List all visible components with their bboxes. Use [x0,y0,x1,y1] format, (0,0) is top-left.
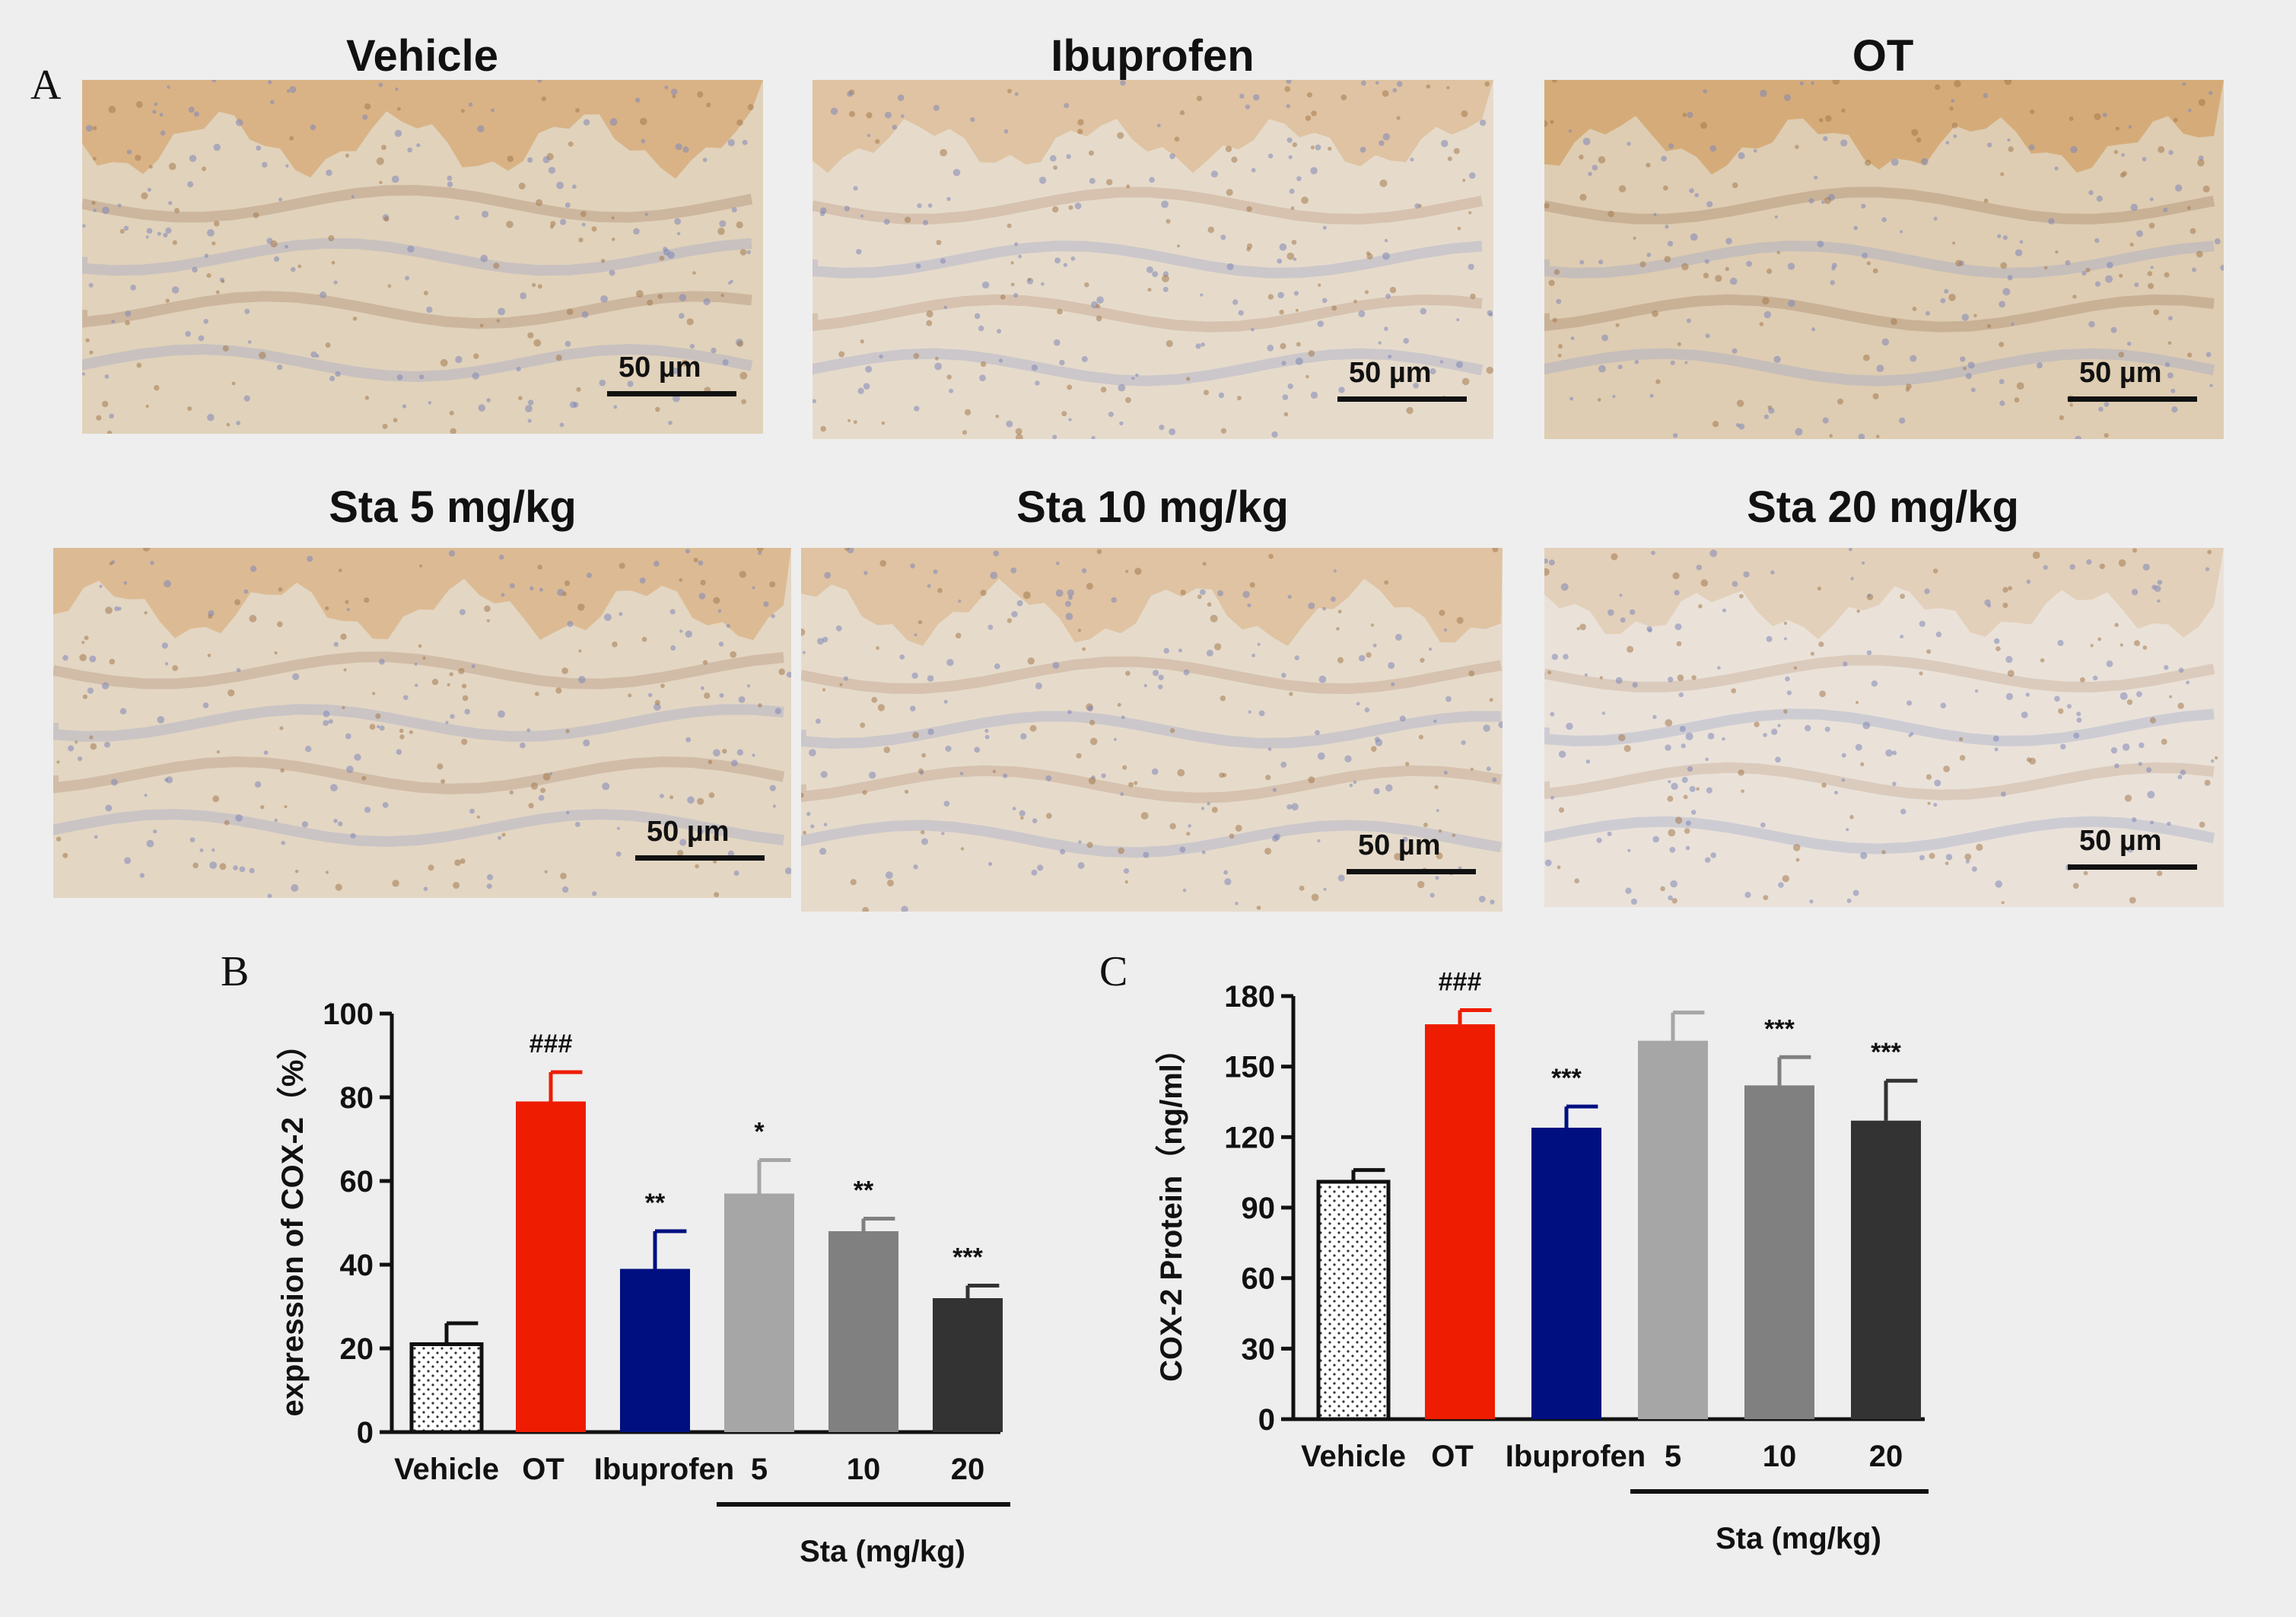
micrograph-title: Sta 10 mg/kg [1016,482,1289,532]
significance-label: ** [854,1176,874,1205]
y-tick-label: 120 [1224,1121,1275,1154]
scale-bar [2068,396,2197,402]
significance-label: *** [1764,1014,1795,1043]
micrograph-image [82,80,763,434]
x-tick-label: Vehicle [394,1453,499,1486]
scale-bar-label: 50 µm [1358,829,1441,861]
y-tick-label: 90 [1242,1192,1276,1225]
x-tick-label: Ibuprofen [594,1453,734,1486]
micrograph-image [53,548,791,898]
bar [1425,1024,1495,1419]
y-tick-label: 0 [1258,1403,1275,1437]
tissue-illustration [1544,548,2224,907]
x-tick-label: 5 [1665,1440,1681,1473]
x-tick-label: OT [1431,1440,1474,1473]
scale-bar [607,391,736,396]
micrograph-title: Sta 5 mg/kg [329,482,577,532]
group-label: Sta (mg/kg) [800,1535,965,1568]
tissue-illustration [1544,80,2224,439]
significance-label: ### [1439,968,1482,997]
y-tick-label: 40 [340,1249,374,1282]
bar [1316,1179,1391,1421]
bar [724,1193,794,1432]
tissue-illustration [801,548,1503,912]
micrograph-image [1544,548,2224,907]
scale-bar-label: 50 µm [2079,825,2162,857]
panel-letter-a: A [30,62,62,109]
y-tick-label: 180 [1224,980,1275,1014]
tissue-illustration [82,80,763,434]
x-tick-label: 5 [751,1453,768,1486]
micrograph-title: OT [1852,31,1914,81]
tissue-illustration [53,548,791,898]
micrograph-title: Ibuprofen [1051,31,1255,81]
scale-bar [1347,869,1476,874]
scale-bar-label: 50 µm [647,816,730,848]
y-tick-label: 60 [340,1165,374,1198]
x-tick-label: 20 [1869,1440,1903,1473]
scale-bar-label: 50 µm [2079,357,2162,389]
scale-bar [1337,396,1467,402]
bar [1744,1085,1814,1419]
micrograph-image [813,80,1493,439]
significance-label: ** [645,1189,666,1218]
scale-bar-label: 50 µm [1349,357,1432,389]
micrograph-title: Sta 20 mg/kg [1747,482,2019,532]
y-tick-label: 20 [340,1332,374,1366]
bar [1851,1120,1921,1419]
micrograph-title: Vehicle [346,31,498,81]
panel-letter-c: C [1099,948,1128,995]
significance-label: *** [952,1243,983,1272]
group-label: Sta (mg/kg) [1716,1522,1881,1555]
bar-chart-b: 0 20 40 60 80 100 expression of COX-2（%） Vehicl… [276,998,1010,1568]
significance-label: * [754,1118,765,1147]
scale-bar [635,855,765,861]
y-tick-label: 30 [1242,1332,1276,1366]
x-tick-label: OT [522,1453,564,1486]
x-tick-label: 20 [951,1453,985,1486]
significance-label: *** [1551,1064,1582,1093]
bar [516,1101,586,1432]
y-tick-label: 150 [1224,1051,1275,1084]
y-tick-label: 0 [357,1416,374,1450]
bar [409,1342,484,1434]
panel-letter-b: B [221,948,250,995]
y-tick-label: 100 [323,998,374,1031]
scale-bar-label: 50 µm [619,352,701,384]
y-tick-label: 80 [340,1081,374,1115]
significance-label: *** [1871,1038,1901,1067]
x-tick-label: 10 [1763,1440,1797,1473]
bar [1638,1040,1708,1419]
x-tick-label: Vehicle [1301,1440,1406,1473]
tissue-illustration [813,80,1493,439]
x-tick-label: 10 [847,1453,881,1486]
significance-label: ### [529,1030,573,1058]
bar [828,1231,898,1432]
bar [1531,1127,1601,1419]
y-axis-label: expression of COX-2（%） [276,1029,310,1416]
bar [933,1298,1003,1432]
bar-chart-c: 0 30 60 90 120 150 180 COX-2 Protein（ng/ml） Vehi… [1155,968,1929,1555]
micrograph-image [801,548,1503,912]
x-tick-label: Ibuprofen [1506,1440,1646,1473]
y-axis-label: COX-2 Protein（ng/ml） [1155,1033,1188,1382]
bar [620,1268,690,1432]
micrograph-image [1544,80,2224,439]
scale-bar [2068,864,2197,870]
y-tick-label: 60 [1242,1262,1276,1296]
